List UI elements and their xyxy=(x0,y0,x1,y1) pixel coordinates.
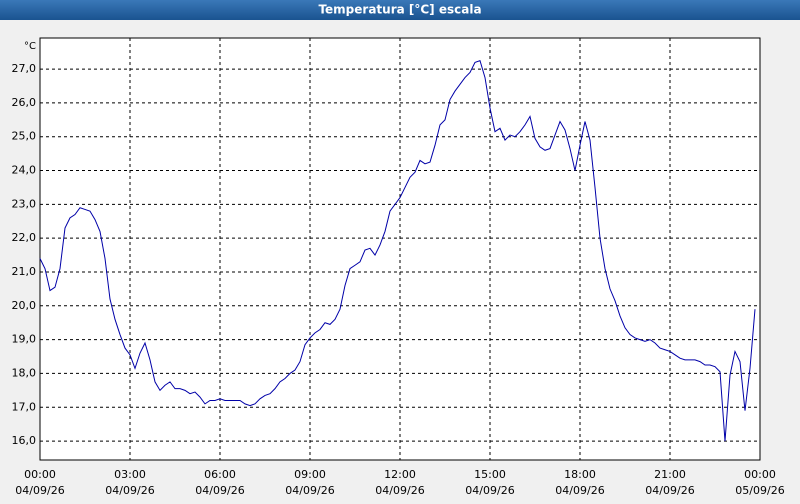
x-tick-date: 04/09/26 xyxy=(195,484,244,497)
y-tick-label: 22,0 xyxy=(12,231,37,244)
x-tick-label: 15:00 xyxy=(474,468,506,481)
y-tick-label: 18,0 xyxy=(12,366,37,379)
y-tick-label: 26,0 xyxy=(12,96,37,109)
y-tick-label: 23,0 xyxy=(12,197,37,210)
x-tick-date: 04/09/26 xyxy=(465,484,514,497)
title-bar xyxy=(0,0,800,20)
x-tick-label: 21:00 xyxy=(654,468,686,481)
y-tick-label: 21,0 xyxy=(12,265,37,278)
x-tick-date: 04/09/26 xyxy=(375,484,424,497)
x-tick-label: 00:00 xyxy=(744,468,776,481)
x-tick-date: 04/09/26 xyxy=(555,484,604,497)
x-tick-label: 06:00 xyxy=(204,468,236,481)
x-tick-date: 04/09/26 xyxy=(15,484,64,497)
x-tick-label: 18:00 xyxy=(564,468,596,481)
y-tick-label: 16,0 xyxy=(12,434,37,447)
x-tick-date: 04/09/26 xyxy=(105,484,154,497)
x-tick-label: 12:00 xyxy=(384,468,416,481)
y-unit: °C xyxy=(24,41,36,52)
y-tick-label: 17,0 xyxy=(12,400,37,413)
data-line xyxy=(39,60,756,442)
chart-title: Temperatura [°C] escala xyxy=(318,3,481,17)
x-tick-date: 04/09/26 xyxy=(285,484,334,497)
x-tick-label: 03:00 xyxy=(114,468,146,481)
y-tick-label: 25,0 xyxy=(12,130,37,143)
x-tick-label: 09:00 xyxy=(294,468,326,481)
y-tick-label: 24,0 xyxy=(12,164,37,177)
x-tick-date: 04/09/26 xyxy=(645,484,694,497)
plot-border xyxy=(39,37,761,461)
x-tick-date: 05/09/26 xyxy=(735,484,784,497)
y-tick-label: 19,0 xyxy=(12,333,37,346)
y-tick-label: 20,0 xyxy=(12,299,37,312)
y-tick-label: 27,0 xyxy=(12,62,37,75)
x-tick-label: 00:00 xyxy=(24,468,56,481)
